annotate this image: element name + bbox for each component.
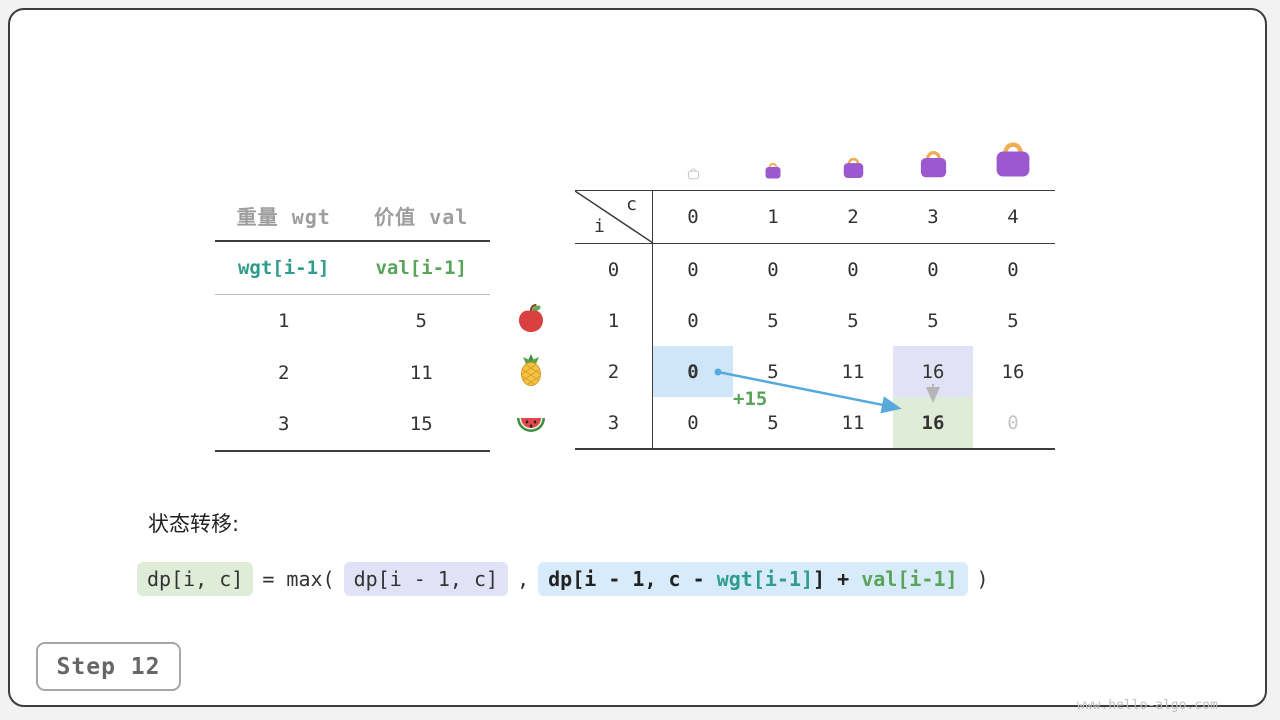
site-watermark: www.hello-algo.com [1077,698,1218,713]
dp-cell-0-0: 0 [687,258,699,281]
dp-col-header-4: 4 [1007,206,1019,228]
items-table-header-row: 重量 wgt 价值 val [215,190,490,242]
item-3-value: 15 [409,413,433,436]
formula-operator: = max( [262,567,335,591]
dp-cell-1-4: 5 [1007,309,1019,332]
dp-cell-1-0: 0 [687,309,699,332]
dp-cell-2-3-compare-highlight: 16 [893,346,973,397]
dp-row-header-2: 2 [575,346,653,397]
dp-cell-3-0: 0 [687,411,699,434]
dp-cell-0-3: 0 [927,258,939,281]
dp-cell-1-3: 5 [927,309,939,332]
dp-cell-2-4: 16 [1001,360,1025,383]
item-2-weight: 2 [278,361,290,384]
bag-size3-icon [915,146,952,184]
dp-col-header-0: 0 [687,206,699,228]
val-formula-label: val[i-1] [375,257,467,279]
bag-size2-icon [839,154,868,184]
step-badge: Step 12 [36,642,181,691]
corner-diagonal-line [575,191,653,243]
formula-title: 状态转移: [148,512,240,536]
item-1-value: 5 [415,309,427,332]
formula-close-paren: ) [976,567,989,591]
dp-cell-2-2: 11 [841,360,865,383]
dp-cell-3-2: 11 [841,411,865,434]
dp-col-header-3: 3 [927,206,939,228]
formula-option1-pill: dp[i - 1, c] [343,562,509,596]
dp-row-1: 1 0 5 5 5 5 [575,295,1055,346]
bag-size1-icon [762,160,784,184]
dp-cell-0-2: 0 [847,258,859,281]
value-column-header: 价值 val [374,204,469,229]
watermelon-icon [514,404,548,438]
item-3-weight: 3 [278,413,290,436]
dp-row-header-1: 1 [575,295,653,346]
dp-corner-cell: i c [575,191,653,243]
dp-header-row: i c 0 1 2 3 4 [575,191,1055,244]
dp-row-3: 3 0 5 11 16 0 [575,397,1055,448]
item-row-3: 3 15 [215,398,490,453]
pineapple-icon [514,353,548,387]
dp-row-0: 0 0 0 0 0 0 [575,244,1055,295]
formula-option2-pill: dp[i - 1, c - wgt[i-1]] + val[i-1] [538,562,968,596]
dp-table: i c 0 1 2 3 4 0 0 0 0 0 0 1 0 5 5 5 5 2 … [575,190,1055,450]
formula-option2-prefix: dp[i - 1, c - [548,567,717,591]
dp-cell-3-1: 5 [767,411,779,434]
formula-option2-val: val[i-1] [861,567,958,591]
dp-cell-0-1: 0 [767,258,779,281]
value-gain-annotation: +15 [733,388,768,410]
item-1-weight: 1 [278,309,290,332]
dp-row-header-0: 0 [575,244,653,295]
item-2-value: 11 [409,361,433,384]
items-table-subheader-row: wgt[i-1] val[i-1] [215,242,490,295]
dp-cell-3-4-uncomputed: 0 [1007,411,1019,434]
dp-cell-1-2: 5 [847,309,859,332]
wgt-formula-label: wgt[i-1] [237,257,330,279]
col-variable-label: c [626,194,637,215]
dp-col-header-1: 1 [767,206,779,228]
dp-cell-3-3-result-highlight: 16 [893,397,973,448]
item-row-1: 1 5 [215,295,490,347]
weight-column-header: 重量 wgt [236,204,331,229]
row-variable-label: i [594,216,605,237]
formula-separator: , [517,567,530,591]
formula-lhs-pill: dp[i, c] [137,562,254,596]
dp-cell-1-1: 5 [767,309,779,332]
formula-option2-mid: ] + [813,567,862,591]
dp-cell-0-4: 0 [1007,258,1019,281]
dp-cell-2-0-source-highlight: 0 [653,346,733,397]
dp-col-header-2: 2 [847,206,859,228]
dp-row-header-3: 3 [575,397,653,448]
formula-option2-wgt: wgt[i-1] [716,567,814,591]
bag-empty-icon [686,165,701,184]
item-row-2: 2 11 [215,347,490,399]
items-table: 重量 wgt 价值 val wgt[i-1] val[i-1] 1 5 2 11… [215,190,490,453]
apple-icon [514,301,548,335]
state-transition-formula: dp[i, c] = max( dp[i - 1, c] , dp[i - 1,… [137,562,989,596]
bag-size4-icon [989,136,1037,184]
dp-row-2: 2 0 5 11 16 16 [575,346,1055,397]
